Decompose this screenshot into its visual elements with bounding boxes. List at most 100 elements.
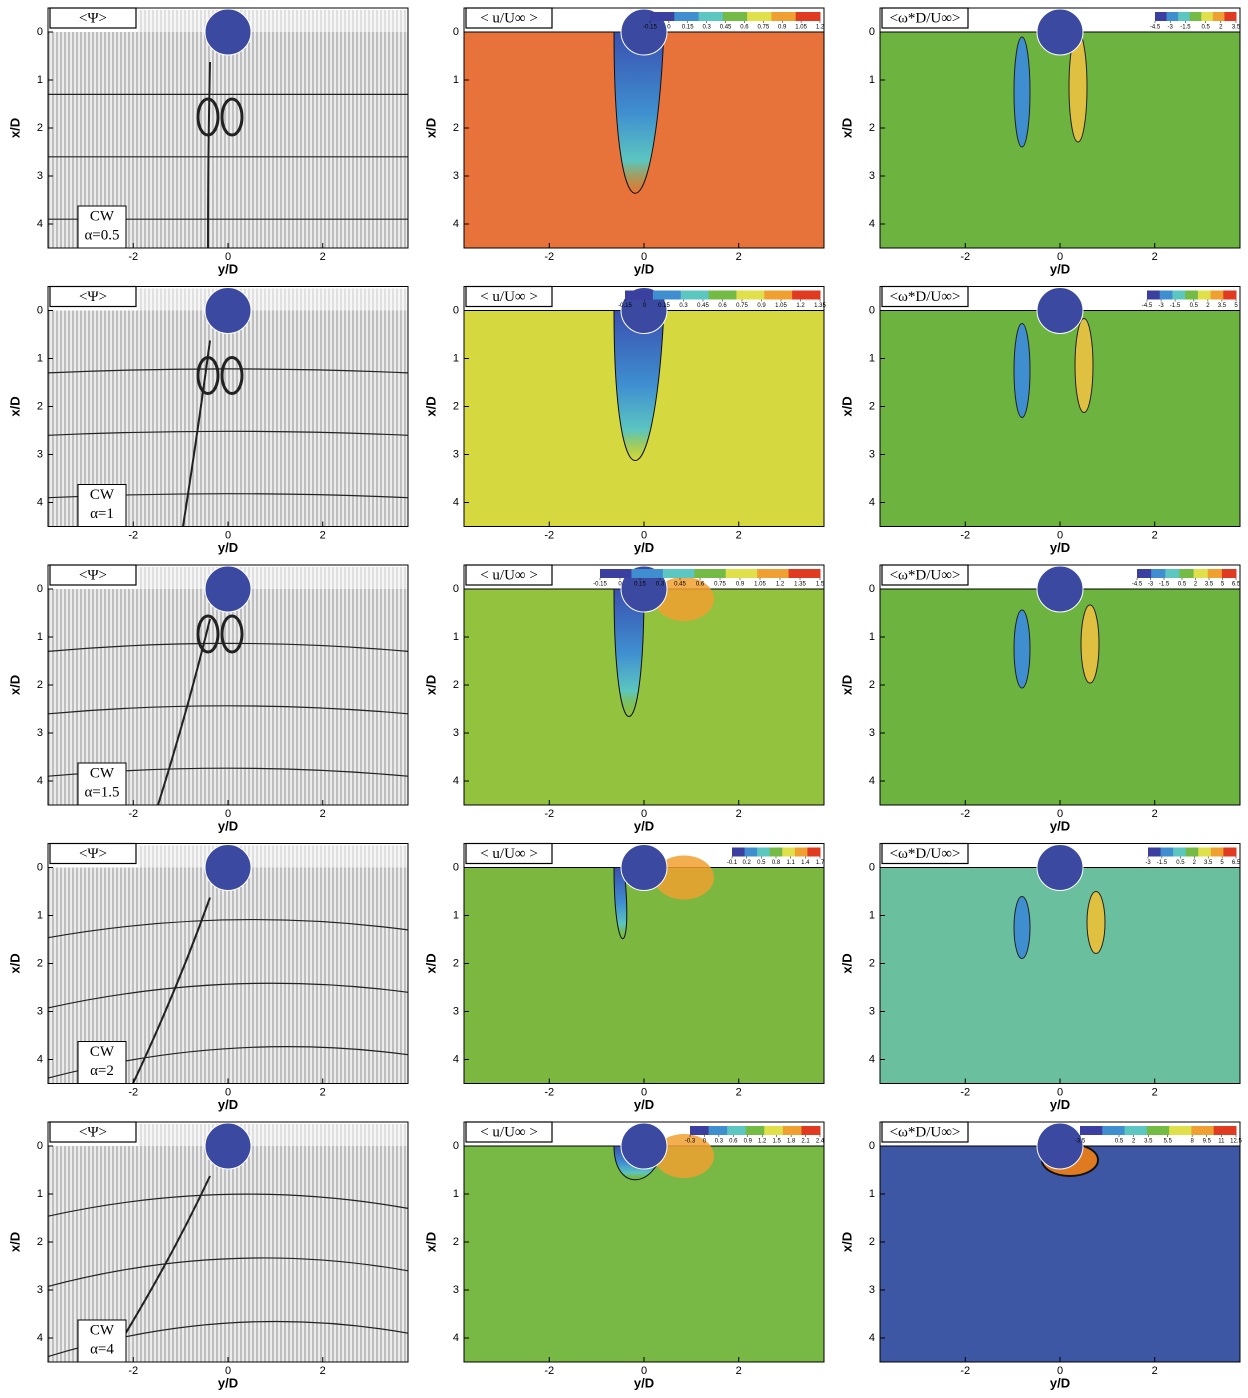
y-tick-label: 0 bbox=[869, 1140, 875, 1152]
colorbar-swatch bbox=[1147, 290, 1161, 300]
y-tick-label: 4 bbox=[869, 218, 875, 230]
colorbar-swatch bbox=[1148, 847, 1162, 857]
cylinder bbox=[620, 1122, 668, 1170]
y-tick-label: 0 bbox=[453, 1140, 459, 1152]
case-label: α=1 bbox=[90, 506, 114, 522]
colorbar-swatch bbox=[807, 847, 821, 857]
x-tick-label: 0 bbox=[641, 1086, 647, 1098]
x-tick-label: 2 bbox=[736, 1365, 742, 1377]
y-tick-label: 2 bbox=[869, 400, 875, 412]
colorbar-swatch bbox=[727, 1126, 747, 1135]
colorbar-swatch bbox=[722, 12, 748, 21]
x-tick-label: 2 bbox=[320, 1365, 326, 1377]
colorbar-swatch bbox=[757, 569, 790, 578]
vortex bbox=[220, 614, 244, 654]
y-tick-label: 0 bbox=[37, 304, 43, 316]
contour-field bbox=[880, 32, 1240, 248]
colorbar-swatch bbox=[1169, 1126, 1192, 1135]
panel: 0 1 2 3 4 -2 0 2 y/D x/D <ω*D/U∞> -3.5 0.5 2 3.5 5.5 8 9.… bbox=[839, 1121, 1242, 1390]
cylinder bbox=[204, 844, 252, 891]
panel-label: <ω*D/U∞> bbox=[890, 10, 961, 26]
y-tick-label: 1 bbox=[453, 74, 459, 86]
y-tick-label: 3 bbox=[37, 170, 43, 182]
colorbar-swatch bbox=[795, 12, 821, 21]
vector-field-top bbox=[138, 288, 408, 311]
neg-vortex bbox=[1013, 896, 1031, 959]
y-axis-label: x/D bbox=[423, 953, 438, 973]
contour-field bbox=[880, 589, 1240, 805]
y-tick-label: 1 bbox=[37, 631, 43, 643]
wake bbox=[613, 588, 645, 717]
y-tick-label: 4 bbox=[453, 775, 459, 787]
panel: 0 1 2 3 4 -2 0 2 y/D x/D <ω*D/U∞> -4.5 -3 -1.5 0.5 2 3.5 bbox=[839, 7, 1241, 276]
colorbar-tick-label: 0 bbox=[667, 25, 671, 31]
colorbar-tick-label: 1.8 bbox=[787, 1139, 796, 1145]
y-tick-label: 1 bbox=[869, 631, 875, 643]
case-label: CW bbox=[90, 1044, 115, 1060]
colorbar-swatch bbox=[1213, 1126, 1237, 1135]
colorbar-tick-label: 6.5 bbox=[1232, 860, 1241, 866]
x-tick-label: -2 bbox=[128, 1086, 138, 1098]
colorbar-tick-label: 1.4 bbox=[801, 860, 810, 866]
x-tick-label: -2 bbox=[544, 529, 554, 541]
panel: 0 1 2 3 4 -2 0 2 y/D x/D <ω*D/U∞> -3 -1.5 0.5 2 3.5 5 6.5 bbox=[839, 842, 1241, 1112]
colorbar-swatch bbox=[788, 569, 821, 578]
streamline bbox=[47, 368, 409, 374]
neg-vortex bbox=[1013, 323, 1031, 418]
y-tick-label: 3 bbox=[869, 170, 875, 182]
colorbar-swatch bbox=[1207, 569, 1223, 578]
wake bbox=[613, 867, 628, 939]
label-box bbox=[49, 1121, 137, 1143]
label-box bbox=[881, 842, 969, 865]
streamline bbox=[47, 1257, 409, 1287]
y-axis-label: x/D bbox=[839, 675, 854, 695]
y-tick-label: 2 bbox=[37, 679, 43, 691]
colorbar-tick-label: 0.75 bbox=[714, 582, 726, 588]
colorbar-tick-label: 0.5 bbox=[1178, 582, 1187, 588]
panel-label: <Ψ> bbox=[79, 10, 107, 26]
colorbar-tick-label: 1.05 bbox=[754, 582, 766, 588]
x-tick-label: -2 bbox=[960, 251, 970, 263]
y-tick-label: 0 bbox=[453, 304, 459, 316]
vortex bbox=[220, 97, 244, 137]
colorbar-swatch bbox=[1185, 847, 1199, 857]
x-tick-label: 2 bbox=[736, 1086, 742, 1098]
colorbar-swatch bbox=[764, 1126, 784, 1135]
colorbar-tick-label: 1.2 bbox=[776, 582, 785, 588]
streamline bbox=[47, 642, 409, 652]
panel-label: <ω*D/U∞> bbox=[890, 567, 961, 583]
colorbar-swatch bbox=[1166, 12, 1179, 21]
y-tick-label: 3 bbox=[869, 1005, 875, 1017]
x-axis-label: y/D bbox=[218, 1097, 238, 1112]
y-tick-label: 4 bbox=[37, 218, 43, 230]
y-tick-label: 3 bbox=[869, 1284, 875, 1296]
y-tick-label: 1 bbox=[453, 909, 459, 921]
panel-label: < u/U∞ > bbox=[480, 289, 538, 305]
colorbar-swatch bbox=[1155, 12, 1168, 21]
colorbar-swatch bbox=[736, 290, 765, 300]
x-axis-label: y/D bbox=[634, 540, 654, 555]
y-tick-label: 0 bbox=[37, 583, 43, 595]
y-tick-label: 0 bbox=[869, 583, 875, 595]
colorbar-tick-label: 1.05 bbox=[795, 25, 807, 31]
colorbar-tick-label: 0.75 bbox=[736, 303, 748, 309]
colorbar-swatch bbox=[1221, 569, 1237, 578]
cylinder bbox=[1036, 844, 1084, 891]
colorbar-tick-label: 3.5 bbox=[1205, 582, 1214, 588]
colorbar-swatch bbox=[1185, 290, 1199, 300]
y-tick-label: 0 bbox=[869, 304, 875, 316]
colorbar-swatch bbox=[1197, 290, 1212, 300]
colorbar-swatch bbox=[674, 12, 700, 21]
x-axis-label: y/D bbox=[634, 818, 654, 833]
y-axis-label: x/D bbox=[423, 396, 438, 416]
colorbar-tick-label: 0.45 bbox=[720, 25, 732, 31]
colorbar-swatch bbox=[794, 847, 808, 857]
colorbar-swatch bbox=[1212, 12, 1225, 21]
y-tick-label: 3 bbox=[37, 448, 43, 460]
panel-label: < u/U∞ > bbox=[480, 567, 538, 583]
y-tick-label: 0 bbox=[453, 26, 459, 38]
label-box bbox=[881, 1121, 969, 1143]
pos-vortex bbox=[1080, 604, 1100, 684]
